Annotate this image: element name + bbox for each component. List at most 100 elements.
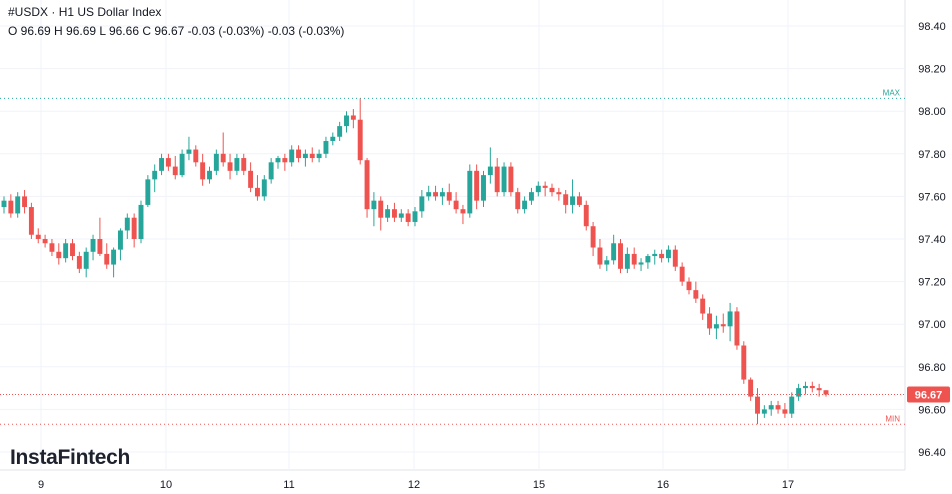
candle-body (720, 324, 726, 327)
candle (618, 239, 623, 274)
candle (501, 162, 507, 197)
candle-body (234, 158, 240, 171)
candle-body (405, 213, 411, 222)
candle (42, 234, 48, 248)
candle (583, 200, 589, 231)
candle-body (131, 217, 137, 239)
candle-body (508, 166, 514, 193)
price-tick-label: 97.20 (918, 277, 946, 289)
candle (652, 249, 658, 265)
candle (755, 388, 760, 425)
time-tick-label: 10 (160, 479, 172, 491)
candle-body (426, 192, 432, 197)
candle-body (248, 170, 254, 188)
candle-body (501, 166, 507, 193)
candle (90, 234, 96, 261)
candle (186, 136, 192, 161)
candle-body (624, 253, 630, 269)
candle (549, 183, 555, 197)
candle-body (330, 136, 336, 142)
candle-body (207, 170, 212, 180)
candle-body (8, 200, 14, 214)
candle (49, 239, 55, 257)
price-tick-label: 97.80 (918, 149, 946, 161)
candle-body (522, 200, 528, 210)
candle (131, 213, 137, 248)
price-axis[interactable]: 98.40 98.20 98.00 97.80 97.60 97.40 97.20 97.00… (918, 21, 946, 459)
candle (159, 153, 165, 176)
candle-body (460, 209, 466, 214)
candle (289, 145, 295, 167)
candle (56, 243, 62, 265)
price-tick-label: 96.60 (918, 404, 946, 416)
candle (97, 217, 103, 257)
candle (597, 239, 603, 269)
candle (556, 187, 562, 201)
candle-body (597, 247, 603, 265)
candle (15, 192, 21, 218)
candle-body (816, 388, 822, 391)
candle (117, 228, 123, 261)
candle-body (90, 239, 96, 252)
candle-body (439, 192, 445, 197)
candle (282, 153, 288, 171)
last-price-label: 96.67 (915, 389, 943, 401)
candle-body (419, 196, 425, 212)
candle (809, 381, 815, 393)
candle-body (542, 185, 548, 188)
candle (515, 187, 521, 214)
candle-body (117, 230, 123, 250)
candle-body (165, 158, 171, 167)
candle (474, 164, 480, 210)
candle-body (467, 170, 473, 214)
candle-body (241, 158, 247, 171)
time-tick-label: 15 (533, 479, 545, 491)
candle-body (576, 196, 582, 205)
candle-body (350, 115, 356, 120)
candle (364, 158, 370, 218)
candle-body (1, 200, 7, 208)
candle-body (309, 153, 315, 159)
candle-body (618, 243, 623, 269)
candle-body (768, 405, 774, 410)
candle (275, 155, 281, 169)
candle (775, 400, 781, 414)
candle (261, 175, 267, 201)
candle (576, 192, 582, 208)
candle-body (446, 192, 452, 201)
candle (378, 196, 384, 231)
candle (645, 253, 651, 269)
candle-body (124, 217, 130, 231)
candle-body (515, 192, 521, 210)
candle-body (528, 192, 534, 201)
max-level-label: MAX (883, 88, 901, 97)
time-axis[interactable]: 9 10 11 12 15 16 17 (38, 479, 794, 491)
last-price-marker: 96.67 (0, 386, 950, 403)
candle (357, 98, 363, 165)
candle (412, 207, 418, 227)
candle (152, 164, 158, 193)
candle (665, 245, 671, 263)
candle-body (590, 226, 596, 248)
candle (563, 190, 569, 214)
candle-body (809, 385, 815, 389)
candle-body (83, 251, 89, 269)
candle-body (179, 153, 185, 176)
candle-body (172, 166, 178, 176)
candle-body (261, 179, 267, 197)
candle-body (761, 409, 767, 414)
candle (802, 381, 808, 395)
candle (707, 307, 713, 335)
candle (104, 243, 110, 269)
candle (768, 400, 774, 416)
candle-body (638, 262, 644, 265)
candle-body (611, 243, 617, 261)
candle-body (15, 196, 21, 214)
candle-body (713, 324, 719, 329)
candle (8, 194, 14, 218)
candle-body (378, 200, 384, 218)
candle (727, 302, 733, 342)
candle (124, 213, 130, 239)
time-tick-label: 16 (657, 479, 669, 491)
